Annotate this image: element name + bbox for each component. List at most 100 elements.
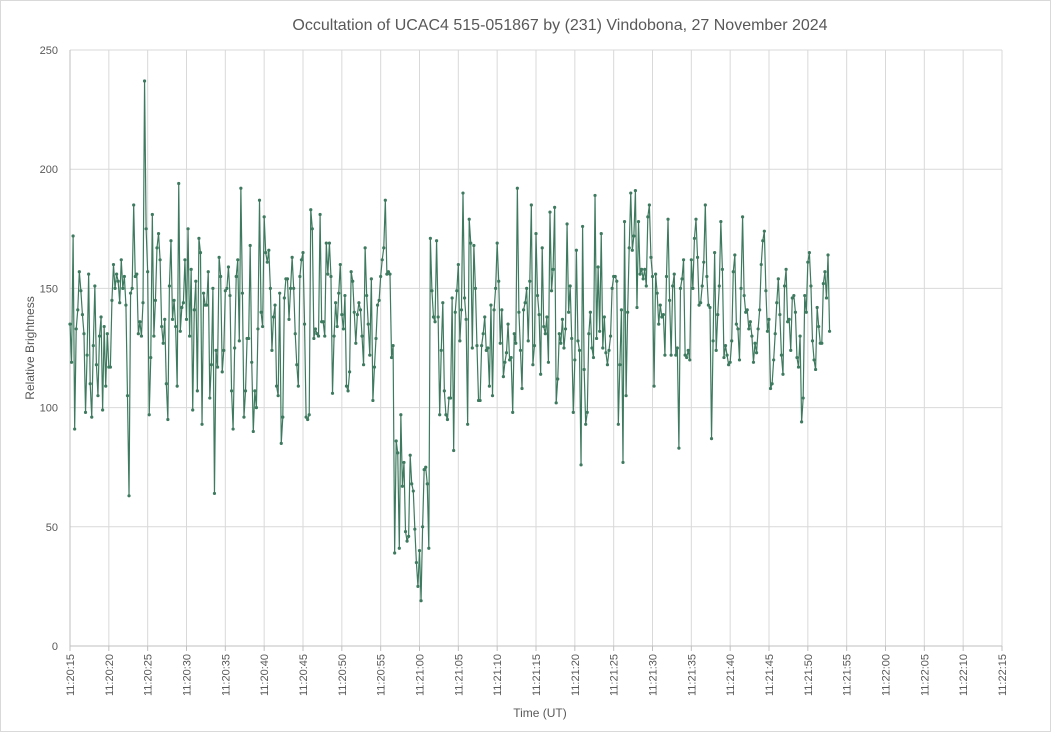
data-point xyxy=(239,186,243,190)
x-tick-label: 11:21:50 xyxy=(803,654,815,696)
data-point xyxy=(515,186,519,190)
data-point xyxy=(279,441,283,445)
data-point xyxy=(416,584,420,589)
x-tick-label: 11:21:40 xyxy=(725,654,737,696)
x-tick-label: 11:21:35 xyxy=(686,654,698,696)
data-point xyxy=(337,291,341,295)
y-tick-label: 100 xyxy=(40,403,58,415)
data-point xyxy=(323,334,327,338)
data-point xyxy=(436,315,440,319)
x-tick-label: 11:21:20 xyxy=(570,654,582,696)
data-point xyxy=(330,391,335,395)
data-point xyxy=(492,308,496,312)
x-tick-label: 11:22:00 xyxy=(881,654,893,696)
data-point xyxy=(265,260,269,264)
data-point xyxy=(96,394,100,398)
data-point xyxy=(267,248,271,252)
data-point xyxy=(219,274,223,279)
x-tick-label: 11:20:20 xyxy=(104,654,116,696)
data-point xyxy=(731,270,735,274)
data-point xyxy=(480,344,484,348)
data-point xyxy=(309,208,313,212)
data-point xyxy=(93,284,97,288)
data-point xyxy=(461,191,465,195)
data-point xyxy=(787,317,791,321)
data-point xyxy=(74,327,78,331)
data-point xyxy=(287,317,291,321)
data-point xyxy=(525,286,529,290)
data-point xyxy=(669,353,673,357)
data-point xyxy=(563,327,568,331)
data-point xyxy=(568,284,572,288)
data-point xyxy=(262,215,266,219)
data-point xyxy=(604,351,608,355)
y-tick-label: 250 xyxy=(40,45,58,57)
data-point xyxy=(166,417,170,422)
data-point xyxy=(115,272,119,276)
data-point xyxy=(229,389,234,393)
data-point xyxy=(574,248,578,252)
data-point xyxy=(104,384,108,388)
data-point xyxy=(198,251,203,255)
data-point xyxy=(594,336,599,341)
x-tick-label: 11:20:50 xyxy=(337,654,349,696)
data-point xyxy=(692,236,697,240)
data-point xyxy=(73,427,77,431)
data-point xyxy=(422,467,426,472)
data-point xyxy=(720,267,725,271)
data-point xyxy=(343,293,347,298)
data-point xyxy=(285,277,290,281)
data-point xyxy=(403,529,408,534)
data-point xyxy=(582,367,586,372)
data-point xyxy=(713,251,717,255)
x-tick-label: 11:20:45 xyxy=(298,654,310,696)
data-point xyxy=(742,293,746,298)
y-tick-label: 200 xyxy=(40,164,58,176)
data-point xyxy=(809,284,813,288)
data-point xyxy=(512,332,516,336)
data-point xyxy=(781,372,785,376)
data-point xyxy=(511,410,515,414)
data-point xyxy=(646,215,650,219)
data-point xyxy=(178,329,182,333)
data-point xyxy=(133,274,137,279)
data-point xyxy=(649,255,653,260)
data-point xyxy=(588,310,592,314)
data-point xyxy=(400,484,405,488)
data-point xyxy=(567,310,571,314)
data-point xyxy=(136,332,140,336)
data-point xyxy=(163,317,167,321)
data-point xyxy=(770,382,774,386)
data-point xyxy=(383,198,387,202)
data-point xyxy=(295,363,299,367)
data-point xyxy=(223,289,227,293)
data-point xyxy=(414,560,418,565)
data-point xyxy=(518,348,523,352)
data-point xyxy=(654,272,658,276)
data-point xyxy=(549,289,554,293)
data-point xyxy=(160,324,164,329)
data-point xyxy=(630,248,634,252)
data-point xyxy=(571,410,575,414)
data-point xyxy=(135,272,139,276)
data-point xyxy=(548,210,552,214)
data-point xyxy=(132,203,136,207)
data-point xyxy=(386,270,391,274)
data-point xyxy=(105,332,109,336)
data-point xyxy=(520,386,524,391)
data-point xyxy=(111,262,116,267)
data-point xyxy=(181,301,185,305)
data-point xyxy=(302,322,307,326)
data-point xyxy=(205,303,209,307)
data-point xyxy=(428,236,432,240)
data-point xyxy=(118,301,122,305)
data-point xyxy=(521,308,526,312)
data-point xyxy=(122,274,126,279)
data-point xyxy=(481,332,485,336)
data-point xyxy=(368,353,372,357)
data-point xyxy=(338,262,342,267)
data-point xyxy=(795,355,799,360)
data-point xyxy=(251,429,255,434)
data-point xyxy=(441,301,445,305)
data-point xyxy=(264,251,268,255)
